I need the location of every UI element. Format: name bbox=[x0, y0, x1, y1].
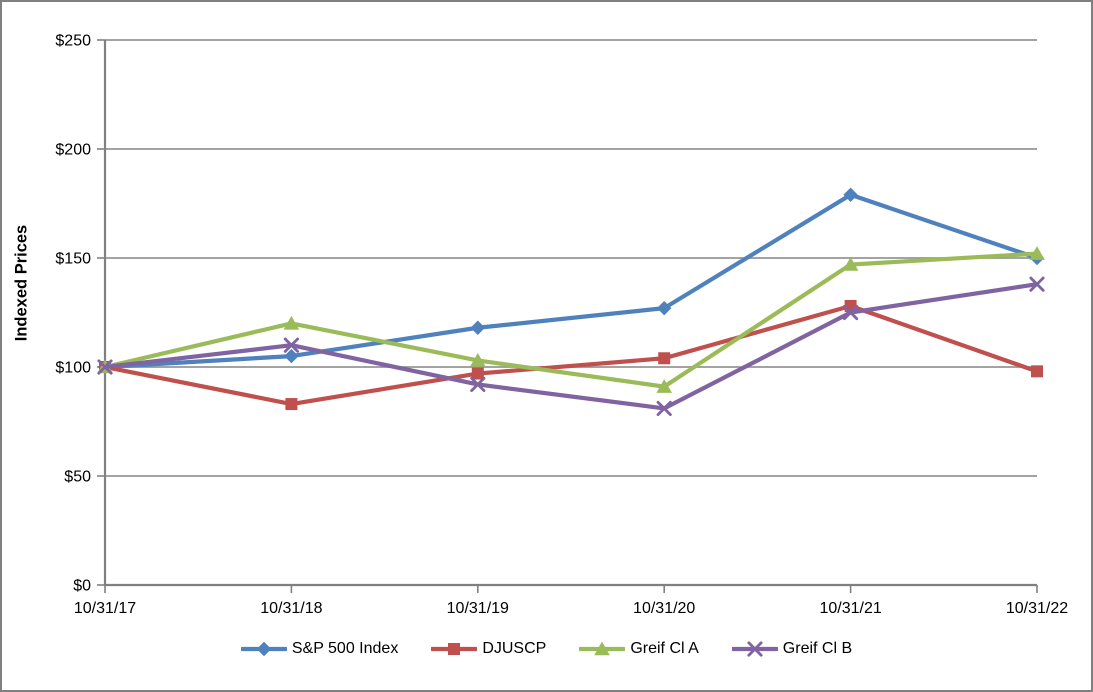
data-point-greif-cl-a-10-31-22 bbox=[1029, 246, 1045, 260]
legend-item-djuscp: DJUSCP bbox=[431, 640, 546, 658]
series-line-s-p-500-index bbox=[102, 192, 1040, 370]
data-point-greif-cl-b-10-31-19 bbox=[470, 376, 486, 393]
data-point-djuscp-10-31-20 bbox=[658, 352, 671, 365]
data-point-djuscp-10-31-19 bbox=[471, 367, 484, 380]
data-point-greif-cl-b-10-31-21 bbox=[843, 304, 859, 321]
legend-label-greif-cl-a: Greif Cl A bbox=[630, 640, 699, 657]
data-point-s-p-500-index-10-31-20 bbox=[657, 300, 672, 316]
data-point-greif-cl-b-10-31-20 bbox=[656, 400, 672, 417]
square-marker-icon bbox=[431, 643, 478, 655]
x-tick-label-10-31-18: 10/31/18 bbox=[260, 600, 322, 617]
legend-item-s-p-500-index: S&P 500 Index bbox=[240, 640, 399, 658]
y-tick-label: $200 bbox=[55, 142, 91, 159]
legend-marker-djuscp bbox=[448, 643, 461, 655]
diamond-marker-icon bbox=[240, 641, 287, 657]
y-tick-label: $0 bbox=[73, 578, 91, 595]
data-point-greif-cl-a-10-31-20 bbox=[656, 379, 672, 393]
x-tick-label-10-31-19: 10/31/19 bbox=[447, 600, 509, 617]
data-point-greif-cl-a-10-31-19 bbox=[470, 352, 486, 367]
y-tick-label: $150 bbox=[55, 251, 91, 268]
data-point-s-p-500-index-10-31-19 bbox=[470, 320, 485, 335]
legend-label-djuscp: DJUSCP bbox=[482, 640, 547, 657]
x-marker-icon bbox=[731, 641, 778, 657]
data-point-s-p-500-index-10-31-18 bbox=[284, 348, 299, 364]
x-tick-label-10-31-21: 10/31/21 bbox=[819, 600, 881, 617]
data-point-greif-cl-b-10-31-22 bbox=[1029, 276, 1045, 292]
series-line-greif-cl-a bbox=[102, 251, 1040, 389]
series-line-greif-cl-b bbox=[102, 282, 1040, 411]
x-tick-label-10-31-17: 10/31/17 bbox=[74, 600, 136, 617]
data-point-s-p-500-index-10-31-21 bbox=[843, 187, 858, 202]
legend-marker-greif-cl-a bbox=[594, 641, 611, 656]
data-point-greif-cl-a-10-31-18 bbox=[283, 315, 300, 330]
x-tick-label-10-31-20: 10/31/20 bbox=[633, 600, 695, 617]
chart-legend: S&P 500 Index DJUSCP Greif Cl A Greif Cl B bbox=[2, 640, 1091, 658]
y-axis-title: Indexed Prices bbox=[12, 224, 31, 342]
data-point-djuscp-10-31-18 bbox=[285, 398, 298, 411]
data-point-greif-cl-b-10-31-18 bbox=[283, 337, 299, 353]
data-point-greif-cl-a-10-31-21 bbox=[842, 257, 859, 271]
legend-marker-greif-cl-b bbox=[747, 641, 763, 657]
x-tick-label-10-31-22: 10/31/22 bbox=[1006, 600, 1068, 617]
legend-label-greif-cl-b: Greif Cl B bbox=[782, 640, 853, 657]
y-tick-label: $50 bbox=[64, 469, 91, 486]
legend-item-greif-cl-a: Greif Cl A bbox=[579, 640, 699, 658]
series-line-djuscp bbox=[102, 303, 1040, 407]
y-tick-label: $250 bbox=[55, 33, 91, 50]
legend-marker-s-p-500-index bbox=[256, 641, 272, 657]
data-point-greif-cl-b-10-31-17 bbox=[97, 359, 113, 375]
triangle-marker-icon bbox=[579, 641, 626, 656]
legend-item-greif-cl-b: Greif Cl B bbox=[731, 640, 853, 658]
data-point-djuscp-10-31-22 bbox=[1031, 365, 1043, 378]
legend-label-s-p-500-index: S&P 500 Index bbox=[291, 640, 399, 657]
y-tick-label: $100 bbox=[55, 360, 91, 377]
